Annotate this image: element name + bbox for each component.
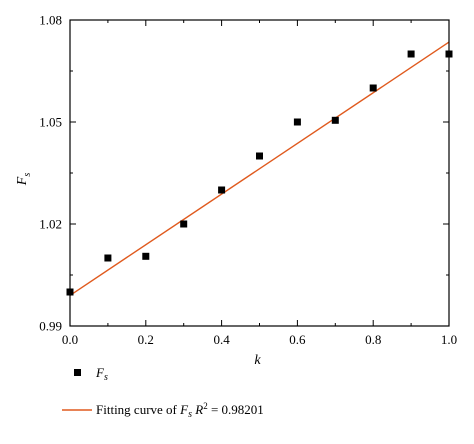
- legend: Fs Fitting curve of Fs R2 = 0.98201: [62, 365, 264, 420]
- x-tick-label: 0.4: [213, 332, 230, 347]
- data-point: [142, 252, 150, 260]
- y-axis-label: Fs: [15, 173, 33, 187]
- y-tick-label: 0.99: [39, 319, 62, 334]
- legend-marker-square: [74, 369, 81, 376]
- plot-frame: [69, 19, 450, 327]
- data-point: [293, 118, 301, 126]
- data-point: [331, 116, 339, 124]
- y-tick-label: 1.08: [39, 13, 62, 28]
- data-point: [369, 84, 377, 92]
- fit-line: [69, 41, 450, 296]
- data-point: [218, 186, 226, 194]
- x-tick-label: 1.0: [441, 332, 457, 347]
- axes: 0.0 0.2 0.4 0.6 0.8 1.0 0.99 1.02 1.05 1.08 k Fs: [15, 13, 457, 369]
- x-tick-label: 0.2: [138, 332, 154, 347]
- x-axis-label: k: [254, 353, 261, 368]
- data-point: [180, 220, 188, 228]
- y-tick-label: 1.05: [39, 115, 62, 130]
- legend-label-fit: Fitting curve of Fs R2 = 0.98201: [96, 401, 264, 420]
- data-point: [407, 50, 415, 58]
- data-point: [104, 254, 112, 262]
- plot-area: [66, 41, 453, 296]
- x-tick-label: 0.6: [289, 332, 306, 347]
- y-tick-label: 1.02: [39, 217, 62, 232]
- data-point: [256, 152, 263, 160]
- x-tick-label: 0.8: [365, 332, 381, 347]
- legend-label-points: Fs: [95, 365, 108, 383]
- x-tick-label: 0.0: [62, 332, 78, 347]
